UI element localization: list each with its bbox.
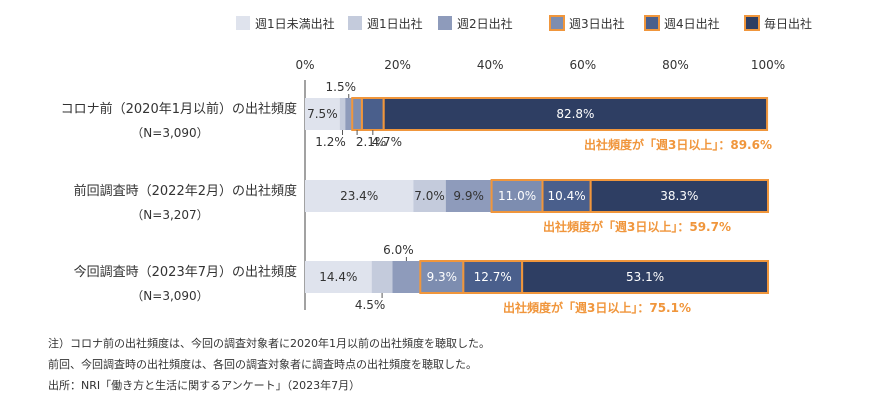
bar-segment-1-0 [305,180,414,212]
category-label-2: 今回調査時（2023年7月）の出社頻度 [74,264,297,280]
data-label-2-3: 9.3% [427,270,458,284]
x-tick-3: 60% [569,58,596,72]
legend-swatch-1 [348,16,362,30]
category-label-1: 前回調査時（2022年2月）の出社頻度 [74,183,297,199]
data-label-2-2: 6.0% [383,243,414,257]
bar-segment-0-4 [360,97,385,131]
bar-segment-1-5 [589,179,770,213]
bar-segment-1-1 [413,180,446,212]
bar-segment-1-2 [445,180,492,212]
bar-segment-0-3 [351,97,363,131]
stacked-bar-chart: 週1日未満出社 週1日出社 週2日出社 週3日出社 週4日出社 毎日出社 0% 20% 40%… [61,15,812,315]
bar-segment-2-4 [462,260,524,294]
footnote-2: 前回、今回調査時の出社頻度は、各回の調査対象者に調査時点の出社頻度を聴取した。 [48,358,477,371]
footnote-1: 注）コロナ前の出社頻度は、今回の調査対象者に2020年1月以前の出社頻度を聴取し… [48,337,490,350]
data-label-2-5: 53.1% [626,270,664,284]
data-label-2-0: 14.4% [319,270,357,284]
legend-swatch-5 [744,15,760,31]
data-label-1-4: 10.4% [548,189,586,203]
data-label-0-3: 2.1% [356,135,387,149]
data-label-1-0: 23.4% [340,189,378,203]
summary-annotation-2: 出社頻度が「週3日以上」：75.1% [503,300,691,315]
data-label-1-1: 7.0% [414,189,445,203]
x-tick-2: 40% [477,58,504,72]
data-label-0-1: 1.2% [315,135,346,149]
data-label-2-4: 12.7% [474,270,512,284]
bar-row-1: 前回調査時（2022年2月）の出社頻度 （N=3,207） 23.4% 7.0% 9.9… [74,179,770,234]
legend-label-0: 週1日未満出社 [255,16,335,31]
bar-segment-2-2 [392,261,421,293]
x-tick-4: 80% [662,58,689,72]
data-label-0-2: 1.5% [326,80,357,94]
legend-label-1: 週1日出社 [367,16,423,31]
legend-label-3: 週3日出社 [569,16,625,31]
legend-swatch-2 [438,16,452,30]
legend-swatch-0 [236,16,250,30]
data-label-1-3: 11.0% [498,189,536,203]
category-label-0: コロナ前（2020年1月以前）の出社頻度 [61,101,297,117]
data-label-0-4: 4.7% [372,135,403,149]
category-n-0: （N=3,090） [131,126,208,140]
data-label-1-2: 9.9% [453,189,484,203]
legend-label-5: 毎日出社 [764,16,812,31]
legend-label-2: 週2日出社 [457,16,513,31]
bar-segment-1-4 [541,179,592,213]
bar-segment-2-0 [305,261,372,293]
x-axis-ticks: 0% 20% 40% 60% 80% 100% [295,58,785,72]
data-label-0-5: 82.8% [556,107,594,121]
bar-row-2: 今回調査時（2023年7月）の出社頻度 （N=3,090） 14.4% 4.5% 6.0… [74,243,769,315]
bar-segment-0-5 [382,97,769,131]
bar-row-0: コロナ前（2020年1月以前）の出社頻度 （N=3,090） 7.5% 1.2% 1.5… [61,80,772,152]
bar-rows: コロナ前（2020年1月以前）の出社頻度 （N=3,090） 7.5% 1.2% 1.5… [61,80,772,315]
bar-segment-0-2 [345,98,353,130]
summary-annotation-1: 出社頻度が「週3日以上」：59.7% [543,219,731,234]
legend-label-4: 週4日出社 [664,16,720,31]
legend: 週1日未満出社 週1日出社 週2日出社 週3日出社 週4日出社 毎日出社 [236,15,812,31]
data-label-2-1: 4.5% [355,298,386,312]
footnote-3: 出所：NRI「働き方と生活に関するアンケート」（2023年7月） [48,379,361,392]
data-label-1-5: 38.3% [660,189,698,203]
legend-swatch-4 [644,15,660,31]
category-n-1: （N=3,207） [131,208,208,222]
bar-segment-2-1 [371,261,393,293]
bar-segment-2-5 [521,260,769,294]
summary-annotation-0: 出社頻度が「週3日以上」：89.6% [584,137,772,152]
bar-segment-1-3 [490,179,544,213]
legend-swatch-3 [549,15,565,31]
category-n-2: （N=3,090） [131,289,208,303]
data-label-0-0: 7.5% [307,107,338,121]
bar-segment-0-0 [305,98,340,130]
x-tick-5: 100% [751,58,785,72]
x-tick-0: 0% [295,58,314,72]
x-tick-1: 20% [384,58,411,72]
bar-segment-0-1 [339,98,346,130]
